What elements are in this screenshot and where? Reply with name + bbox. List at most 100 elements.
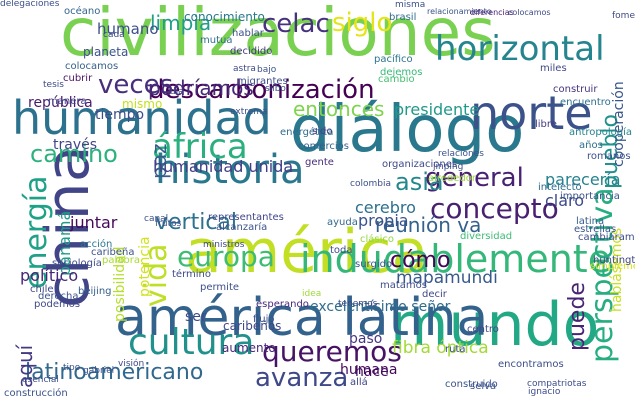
word-permite: permite [200, 282, 240, 293]
word-aumento: aumento [222, 341, 276, 355]
word-camino: camino [30, 140, 118, 168]
word-jinping: jinping [433, 162, 464, 172]
word-romanos: romanos [587, 151, 631, 162]
word-podríamos: podríamos [148, 76, 254, 100]
word-derecha: derecha [38, 291, 79, 302]
word-propia: propia [358, 211, 409, 230]
word-caribeños: caribeños [223, 319, 282, 333]
word-podemos: podemos [34, 299, 81, 310]
word-dejemos: dejemos [380, 67, 423, 78]
word-allá: allá [350, 377, 368, 388]
word-matamos: matamos [380, 280, 427, 291]
word-tesis: tesis [43, 80, 64, 90]
word-organizaciones: organizaciones [382, 159, 458, 170]
word-excelentísimo-señor: excelentísimo señor [310, 299, 451, 315]
word-asia: asia [395, 168, 444, 196]
word-construir: construir [553, 84, 598, 95]
word-canal: canal [144, 214, 169, 224]
word-alcanzaría: alcanzaría [216, 222, 268, 233]
word-europa: europa [177, 240, 275, 273]
word-fibra-óptica: fibra óptica [392, 338, 489, 358]
word-mapamundi: mapamundi [396, 268, 498, 288]
word-caribeña: caribeña [91, 247, 135, 258]
word-fomentar: fomentar [612, 11, 635, 21]
word-mismo: mismo [122, 97, 163, 111]
word-antropología: antropología [569, 127, 633, 138]
word-limpia: limpia [150, 11, 212, 35]
word-libre: libre [535, 119, 557, 130]
word-gabriel: gabriel [83, 366, 115, 376]
word-parecería: parecería [545, 170, 621, 189]
word-hace: hace [355, 364, 389, 380]
word-huntington: huntington [593, 255, 635, 266]
word-mutua: mutua [200, 35, 233, 46]
word-astra: astra [233, 64, 256, 74]
word-cultura: cultura [128, 322, 255, 363]
word-tipo: tipo [63, 363, 81, 373]
word-américa: américa [185, 217, 429, 287]
word-construido: construido [445, 379, 498, 390]
word-relaciones: relaciones [438, 149, 484, 159]
word-visión: visión [118, 359, 145, 369]
word-través: través [53, 137, 98, 153]
word-colocamos: colocamos [65, 61, 119, 72]
word-sido: sido [312, 126, 333, 137]
word-horizontal: horizontal [435, 29, 605, 69]
word-brasil: brasil [389, 12, 417, 23]
word-historia: historia [155, 147, 305, 193]
word-cubrir: cubrir [63, 73, 93, 84]
word-diálogo: diálogo [290, 93, 525, 167]
word-manera: manera [48, 96, 87, 107]
word-juntar: juntar [70, 213, 118, 232]
word-ayuda: ayuda [327, 217, 358, 228]
word-intelecto: intelecto [538, 182, 582, 193]
word-representantes: representantes [208, 212, 284, 223]
word-áfrica: áfrica [152, 127, 248, 167]
word-sociología: sociología [52, 258, 102, 269]
word-indudablemente: indudablemente [300, 237, 612, 281]
word-palabra: palabra [102, 255, 140, 266]
word-latinoamericano: latinoamericano [25, 360, 204, 385]
word-delegaciones: delegaciones [0, 0, 60, 9]
word-vertical: vertical [155, 210, 238, 235]
word-conocimiento: conocimiento [184, 10, 265, 24]
word-avanza: avanza [255, 363, 349, 393]
word-puede: puede [565, 282, 590, 351]
word-colombia: colombia [350, 179, 391, 189]
word-cómo: cómo [390, 248, 451, 273]
word-migrantes: migrantes [237, 76, 288, 87]
word-américa-latina: américa latina [115, 288, 489, 348]
word-frutos: frutos [155, 219, 182, 229]
word-veces: veces [98, 70, 174, 100]
word-humana: humana [340, 362, 398, 378]
word-humanidad: humanidad [12, 91, 272, 145]
word-esperando: esperando [256, 299, 309, 310]
word-misma: misma [395, 0, 426, 10]
word-comercios: comercios [298, 141, 350, 152]
word-término: término [172, 269, 211, 280]
word-océano: océano [64, 6, 101, 17]
word-siglo: siglo [332, 8, 393, 38]
word-planeta: planeta [83, 45, 129, 59]
word-hablar: hablar [232, 28, 264, 39]
word-surgido: surgido [355, 259, 393, 270]
word-civilizaciones: civilizaciones [60, 0, 496, 71]
word-cambio: cambio [378, 74, 415, 85]
word-mundo: mundo [390, 290, 600, 360]
word-compatriotas: compatriotas [527, 379, 587, 389]
word-encontramos: encontramos [498, 359, 564, 370]
word-esencial: esencial [22, 375, 59, 385]
word-decidido: decidido [230, 46, 273, 57]
word-construcción: construcción [4, 388, 68, 399]
word-chile: chile [30, 284, 54, 295]
word-potencia: potencia [137, 236, 153, 298]
word-centro: centro [467, 324, 499, 335]
word-ministros: ministros [203, 240, 245, 250]
word-humano: humano [97, 20, 159, 38]
word-concepto: concepto [430, 192, 559, 225]
word-queremos: queremos [262, 335, 402, 368]
word-alrededor: alrededor [428, 173, 477, 184]
word-ignacio: ignacio [528, 387, 561, 397]
word-diversidad: diversidad [460, 231, 513, 242]
